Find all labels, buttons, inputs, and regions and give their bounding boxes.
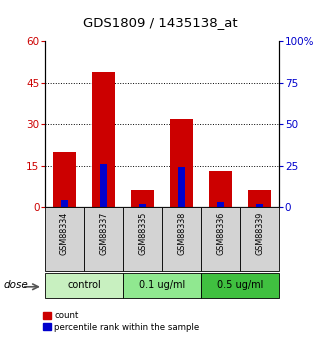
Text: GSM88335: GSM88335 xyxy=(138,212,147,256)
Bar xyxy=(201,273,279,298)
Bar xyxy=(162,207,201,271)
Text: control: control xyxy=(67,280,101,290)
Bar xyxy=(256,204,263,207)
Bar xyxy=(240,207,279,271)
Bar xyxy=(178,167,185,207)
Bar xyxy=(217,202,224,207)
Bar xyxy=(248,190,272,207)
Text: GSM88339: GSM88339 xyxy=(255,212,264,256)
Bar xyxy=(53,152,76,207)
Bar xyxy=(131,190,154,207)
Bar xyxy=(61,200,68,207)
Legend: count, percentile rank within the sample: count, percentile rank within the sample xyxy=(43,311,199,332)
Text: GSM88336: GSM88336 xyxy=(216,212,225,255)
Bar xyxy=(45,207,84,271)
Bar xyxy=(100,164,107,207)
Text: GSM88337: GSM88337 xyxy=(99,212,108,256)
Text: 0.5 ug/ml: 0.5 ug/ml xyxy=(217,280,264,290)
Bar xyxy=(84,207,123,271)
Bar xyxy=(209,171,232,207)
Bar xyxy=(139,204,146,207)
Bar xyxy=(123,207,162,271)
Bar xyxy=(201,207,240,271)
Text: dose: dose xyxy=(3,280,28,290)
Bar xyxy=(170,119,193,207)
Text: GSM88338: GSM88338 xyxy=(177,212,186,255)
Text: GSM88334: GSM88334 xyxy=(60,212,69,255)
Bar xyxy=(92,72,115,207)
Text: GDS1809 / 1435138_at: GDS1809 / 1435138_at xyxy=(83,16,238,29)
Text: 0.1 ug/ml: 0.1 ug/ml xyxy=(139,280,185,290)
Bar xyxy=(45,273,123,298)
Bar xyxy=(123,273,201,298)
